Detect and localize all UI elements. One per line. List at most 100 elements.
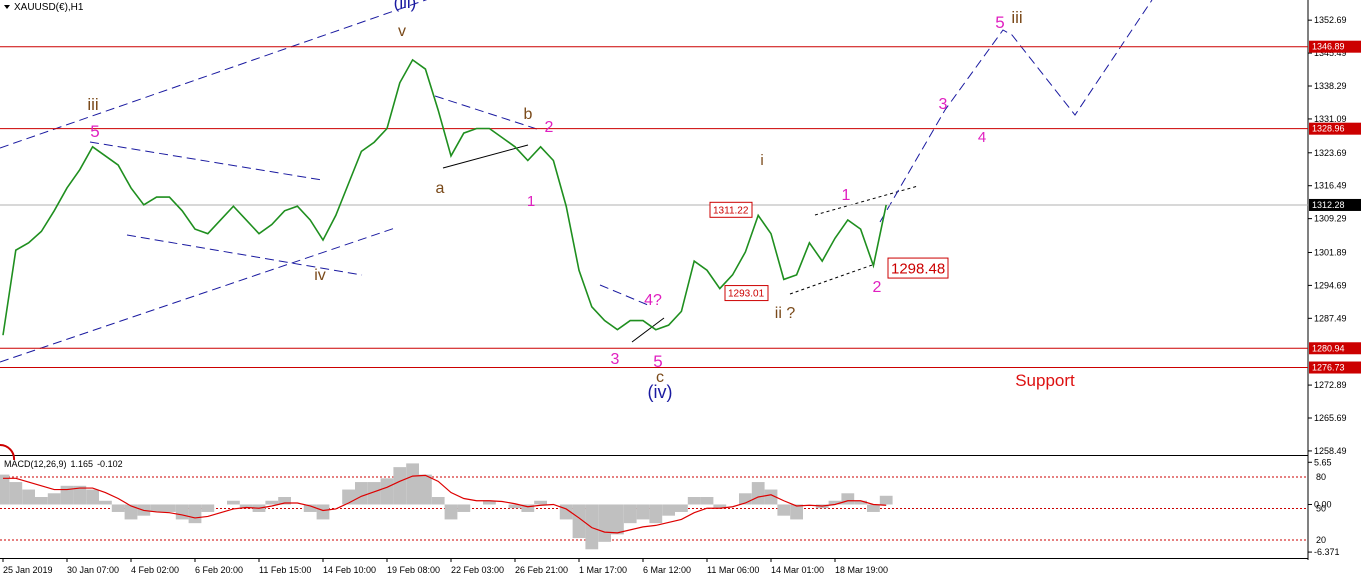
- wave-label: iv: [314, 267, 326, 284]
- level-label: 1346.89: [1312, 42, 1345, 52]
- wave-label: ii ?: [775, 305, 796, 322]
- y-tick-label: 1265.69: [1314, 413, 1347, 423]
- macd-bar: [790, 504, 803, 520]
- level-label-box: [1309, 342, 1361, 355]
- macd-bar: [623, 504, 637, 524]
- macd-bar: [879, 495, 893, 505]
- macd-bar: [777, 504, 791, 516]
- macd-bar: [150, 504, 163, 512]
- macd-bar: [739, 493, 752, 505]
- macd-bar: [73, 485, 87, 505]
- triangle-line: [442, 144, 529, 169]
- wave-label: 5: [90, 122, 99, 141]
- current-price-label: 1312.28: [1312, 200, 1345, 210]
- x-tick-label: 18 Mar 19:00: [835, 565, 888, 575]
- x-tick-label: 1 Mar 17:00: [579, 565, 627, 575]
- macd-bar: [598, 504, 611, 542]
- level-label: 1276.73: [1312, 363, 1345, 373]
- level-label: 1280.94: [1312, 343, 1345, 353]
- macd-bar: [227, 500, 240, 505]
- macd-bar: [521, 504, 535, 512]
- channel-line: [0, 0, 428, 149]
- macd-bar: [9, 482, 23, 505]
- wave-label: 4: [978, 129, 986, 146]
- wave-label: Support: [1015, 371, 1075, 390]
- wave-label: 3: [611, 351, 620, 368]
- y-tick-label: 1258.49: [1314, 446, 1347, 456]
- macd-bar: [60, 485, 74, 505]
- wedge-line: [126, 234, 363, 276]
- macd-bar: [124, 504, 138, 520]
- price-label: 1311.22: [713, 205, 749, 216]
- y-tick-label: 1272.89: [1314, 380, 1347, 390]
- y2-tick-label: 80: [1316, 472, 1326, 482]
- y-tick-label: 1287.49: [1314, 313, 1347, 323]
- level-label-box: [1309, 122, 1361, 135]
- y-tick-label: 1331.09: [1314, 114, 1347, 124]
- x-tick-label: 4 Feb 02:00: [131, 565, 179, 575]
- y-tick-label: 1309.29: [1314, 214, 1347, 224]
- macd-bar: [675, 504, 688, 512]
- macd-bar: [47, 493, 61, 505]
- wave-label: iii: [1011, 8, 1022, 27]
- y-tick-label: 1294.69: [1314, 280, 1347, 290]
- x-tick-label: 6 Feb 20:00: [195, 565, 243, 575]
- wave-label: i: [760, 152, 763, 169]
- macd-bar: [854, 500, 867, 505]
- macd-bar: [867, 504, 880, 512]
- macd-title-part: MACD(12,26,9): [4, 459, 67, 469]
- wave-label: b: [524, 106, 533, 123]
- corner-marker: [0, 443, 16, 461]
- macd-title: MACD(12,26,9) 1.165 -0.102: [4, 459, 123, 469]
- x-tick-label: 26 Feb 21:00: [515, 565, 568, 575]
- macd-title-part: 1.165: [71, 459, 94, 469]
- macd-bar: [303, 504, 317, 512]
- macd-bar: [163, 504, 176, 512]
- wedge-line: [631, 317, 665, 343]
- y-tick-label: 1338.29: [1314, 81, 1347, 91]
- y2-tick-label: 50: [1316, 504, 1326, 514]
- macd-bar: [572, 504, 586, 539]
- macd-bar: [35, 497, 48, 505]
- x-tick-label: 14 Mar 01:00: [771, 565, 824, 575]
- macd-bar: [636, 504, 650, 520]
- wave-label: 2: [545, 119, 554, 136]
- y-tick-label: 1323.69: [1314, 148, 1347, 158]
- macd-bar: [457, 504, 471, 512]
- price-label: 1293.01: [728, 289, 765, 300]
- macd-bar: [406, 463, 419, 505]
- y-tick-label: 1316.49: [1314, 181, 1347, 191]
- macd-bar: [751, 482, 765, 505]
- macd-bar: [380, 478, 394, 505]
- macd-y-tick-label: 5.65: [1314, 457, 1332, 467]
- macd-bar: [841, 493, 855, 505]
- wedge-line: [599, 284, 649, 306]
- macd-bar: [188, 504, 202, 524]
- price-label: 1298.48: [891, 260, 945, 277]
- macd-bar: [342, 489, 355, 505]
- macd-bar: [611, 504, 624, 535]
- y-tick-label: 1352.69: [1314, 15, 1347, 25]
- wave-label: 4?: [644, 292, 662, 309]
- macd-bar: [22, 489, 35, 505]
- wave-label: 3: [939, 96, 948, 113]
- trendlines: [0, 0, 1153, 461]
- level-label-box: [1309, 40, 1361, 53]
- price-label-box: [724, 285, 769, 302]
- x-tick-label: 11 Feb 15:00: [259, 565, 311, 575]
- y-tick-label: 1345.49: [1314, 48, 1347, 58]
- wave-label: 1: [842, 187, 851, 204]
- wave-label: a: [436, 180, 445, 197]
- price-label-box: [709, 201, 753, 218]
- x-tick-label: 19 Feb 08:00: [387, 565, 440, 575]
- macd-bar: [431, 497, 445, 505]
- wave-label: 5: [995, 13, 1004, 32]
- macd-bar: [764, 489, 778, 505]
- x-tick-label: 30 Jan 07:00: [67, 565, 119, 575]
- wave-label: 2: [873, 279, 882, 296]
- macd-bar: [265, 500, 279, 505]
- wave-label: 1: [527, 193, 535, 210]
- macd-bar: [111, 504, 125, 512]
- macd-y-tick-label: -6.371: [1314, 547, 1340, 557]
- macd-bar: [393, 467, 407, 505]
